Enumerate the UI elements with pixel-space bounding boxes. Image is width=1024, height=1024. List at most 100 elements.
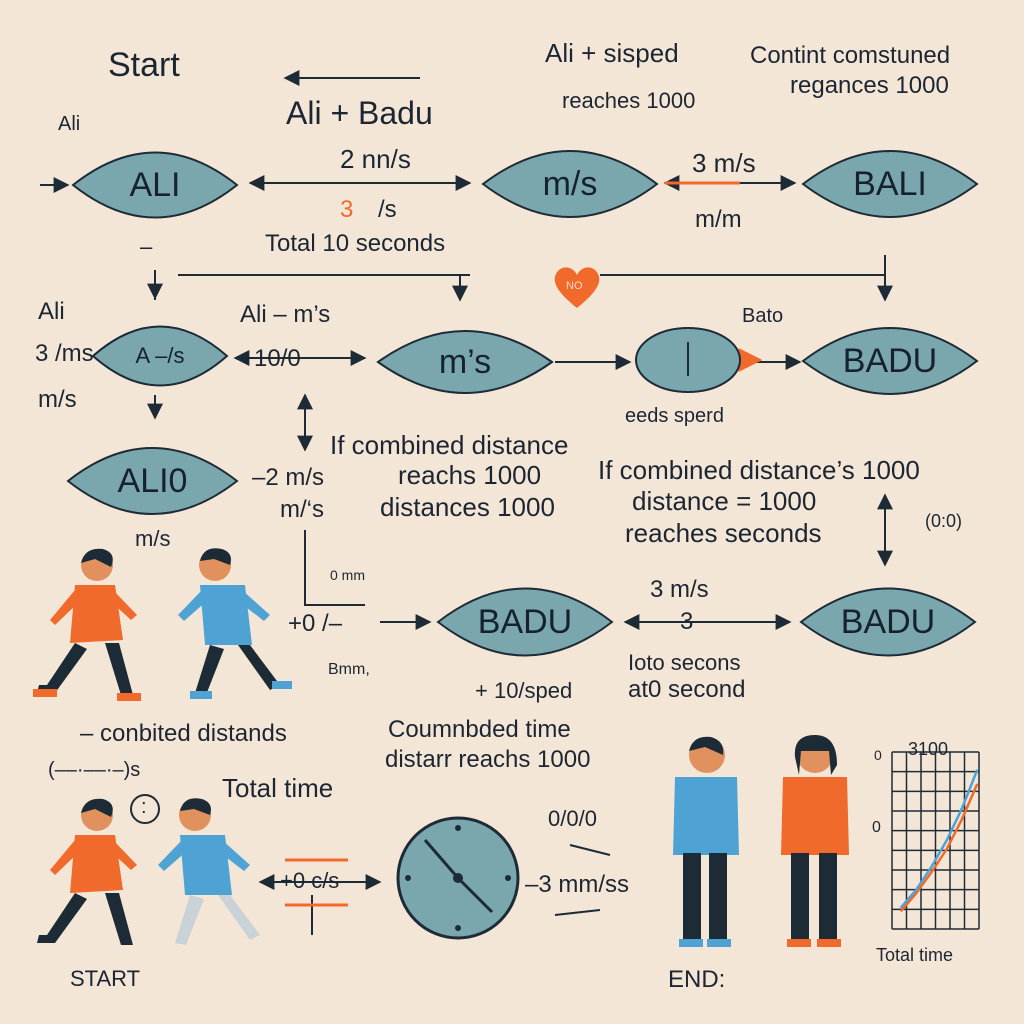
ali-plus-badu-label: Ali + Badu [286,95,433,131]
clock-top-label: 0/0/0 [548,806,597,831]
ali-corner-label: Ali [58,113,81,135]
m-s-label: m/‘s [280,496,324,523]
node-a: A –/s [90,315,230,397]
combined-right-3: reaches seconds [625,518,822,548]
runner-orange-figure [25,545,145,710]
runner-blue-figure-2 [150,795,280,960]
start-footer: START [70,966,141,991]
node-badu-right-label: BADU [840,603,936,641]
connector-down-to-row4 [304,530,365,606]
circle-node [635,327,741,393]
start-title: Start [108,46,180,84]
lens-shape [66,447,239,515]
node-a-label: A –/s [135,343,185,368]
squiggle-top [569,844,611,856]
speed-mid-label: +0 c/s [280,868,340,893]
node-ms-2-label: m’s [438,342,492,381]
heart-label: NO [566,280,583,292]
lens-shape [436,587,614,657]
conbited-label: – conbited distands [80,720,287,747]
combined-right-1: If combined distance’s 1000 [598,455,920,485]
combined-center-3: distances 1000 [380,492,555,522]
coumbd-label-1: Coumnbded time [388,716,571,743]
speed-2-label: 2 nn/s [340,144,411,174]
colon-mark: : [141,796,147,818]
three-ms-label: 3 /ms [35,340,94,367]
speed-label: eeds sperd [625,405,724,427]
three-ms-row4: 3 m/s [650,576,709,603]
three-row4: 3 [680,608,694,635]
toto-label: Ioto secons [628,650,741,675]
speed-3-number: 3 [340,196,354,223]
heart-icon: NO [552,264,602,310]
chart-series-line-0 [899,783,979,913]
node-bali: BALI [800,138,980,230]
node-ali: ALI [70,140,240,230]
node-ali-label: ALI [129,165,181,204]
ms-label-left: m/s [38,386,77,413]
chart-y-mid: 0 [872,819,881,836]
total-10-seconds: Total 10 seconds [265,230,446,257]
ten-sped-label: + 10/sped [475,678,573,703]
ten-label: +10/0 [240,345,301,372]
standing-boy-figure [665,735,745,955]
node-ali0: ALI0 [65,435,240,527]
coumbd-label-2: distarr reachs 1000 [385,746,591,773]
small-bottom-label: Bmm, [328,661,370,678]
node-ms: m/s [480,138,660,230]
chart-top-label: 3100 [908,739,949,759]
clock-icon [396,816,520,940]
node-badu-row2: BADU [800,315,980,407]
runner-blue-figure [170,545,300,710]
standing-girl-figure [775,735,855,955]
chart-series-line-1 [899,769,979,909]
node-badu-center-label: BADU [477,603,573,641]
lens-shape [376,330,554,394]
lens-shape [481,150,659,218]
total-time-label: Total time [222,773,334,803]
ali-ms-label: Ali – m’s [240,301,331,328]
combined-right-2: distance = 1000 [632,486,817,516]
lens-shape [91,325,229,387]
ms-under-label: m/s [135,526,171,551]
chart-y-top: 0 [874,747,882,763]
node-badu-row2-label: BADU [842,341,938,380]
small-top-label: 0 mm [330,567,365,583]
runner-orange-figure-2 [25,795,145,960]
bato-label: Bato [742,305,784,327]
combined-label-2: regances 1000 [790,72,949,99]
two-ms-label: –2 m/s [252,464,325,491]
colon-circle [130,794,160,824]
node-badu-center: BADU [435,575,615,670]
three-mm-label: –3 mm/ss [525,871,630,898]
ali-dash: – [140,234,153,259]
node-badu-right: BADU [798,575,978,670]
reaches-1000-label: reaches 1000 [562,88,696,113]
speed-3ms-label: 3 m/s [692,148,756,178]
node-ms-2: m’s [375,318,555,406]
small-mark: (0:0) [925,511,963,531]
chart-xlabel: Total time [876,945,954,965]
mm-label: m/m [695,206,742,233]
at0-label: at0 second [628,676,746,703]
end-footer: END: [668,966,726,993]
node-ms-label: m/s [542,164,598,203]
paren-label: (––·––·–)s [48,759,141,781]
combined-center-1: If combined distance [330,430,569,460]
zero-label: +0 /– [288,610,343,637]
squiggle-bottom [554,909,601,916]
ali-sisped-label: Ali + sisped [545,38,679,68]
combined-center-2: reachs 1000 [398,460,542,490]
lens-shape [801,150,979,218]
ali-row2-label: Ali [38,298,65,325]
speed-3-unit: /s [378,196,397,223]
node-ali0-label: ALI0 [117,461,188,500]
lens-shape [799,587,977,657]
lens-shape [801,327,979,395]
lens-shape [71,151,239,219]
line-chart [891,751,980,930]
combined-label-1: Contint comstuned [750,42,951,69]
node-bali-label: BALI [853,164,927,203]
